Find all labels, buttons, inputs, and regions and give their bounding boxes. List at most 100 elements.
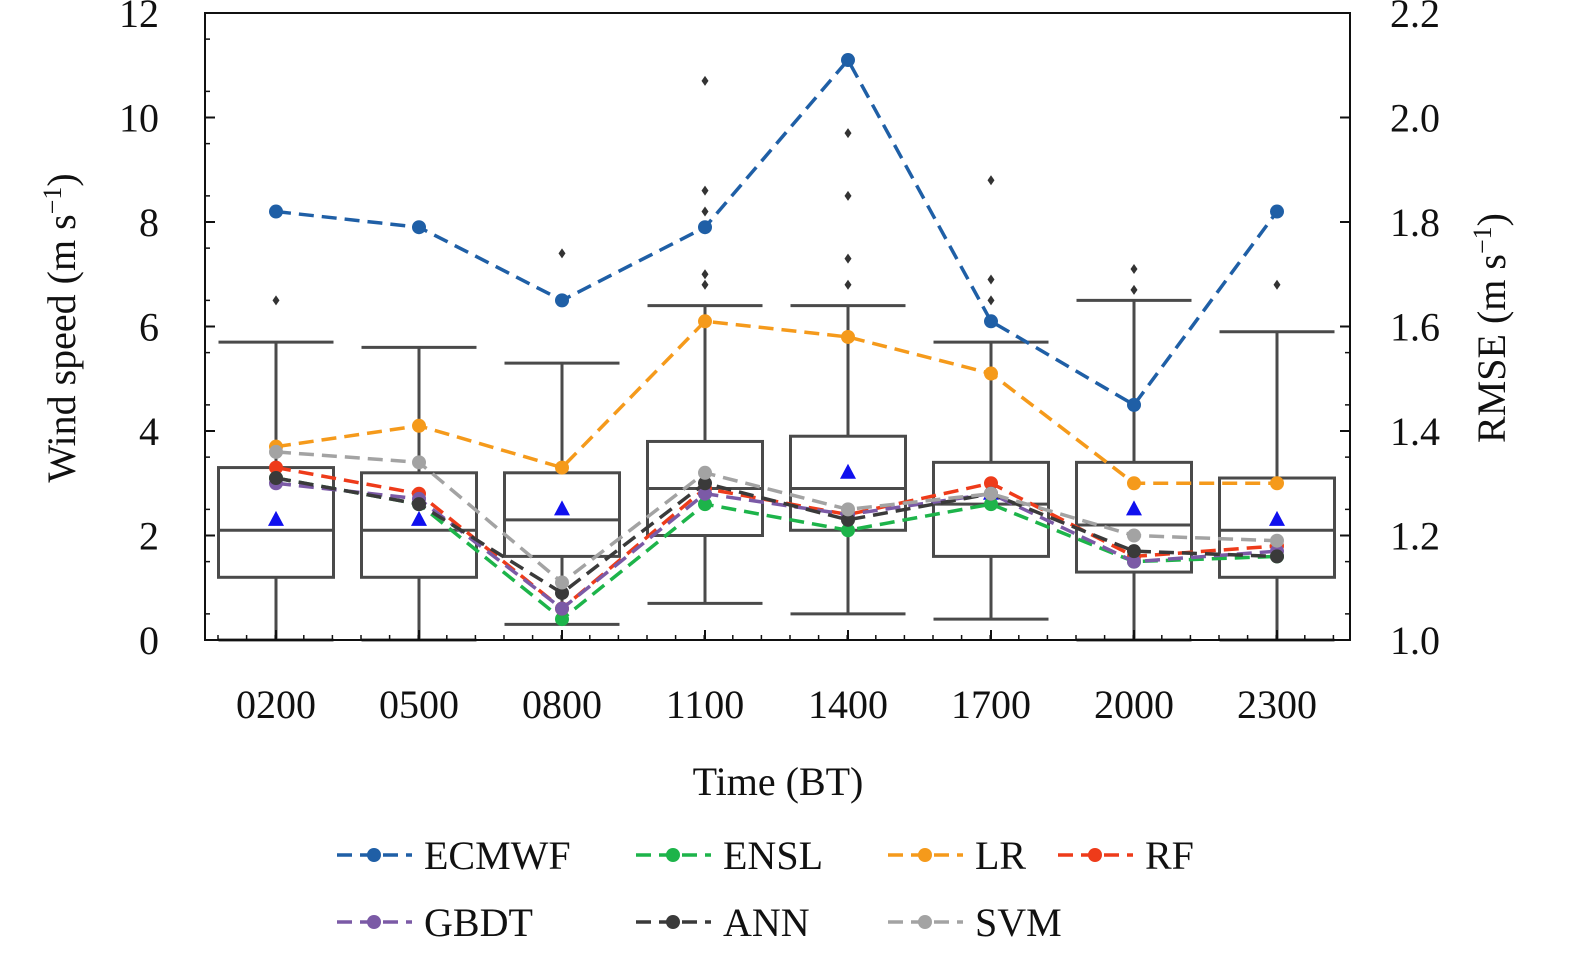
y-left-tick-label: 12: [119, 0, 159, 36]
series-point-lr: [1270, 476, 1284, 491]
series-point-ecmwf: [412, 220, 426, 235]
series-point-svm: [698, 465, 712, 480]
series-point-lr: [412, 418, 426, 433]
box-outlier: [844, 253, 852, 264]
box-mean-marker: [268, 510, 284, 526]
series-point-ecmwf: [984, 314, 998, 329]
series-point-lr: [841, 329, 855, 344]
series-point-ann: [841, 512, 855, 527]
x-tick-label: 0500: [379, 682, 459, 727]
box-outlier: [558, 248, 566, 259]
series-point-svm: [412, 455, 426, 470]
box-outlier: [1273, 279, 1281, 290]
x-tick-label: 2000: [1094, 682, 1174, 727]
series-point-ann: [1127, 544, 1141, 559]
series-point-gbdt: [555, 601, 569, 616]
legend-label: RF: [1145, 833, 1194, 878]
y-left-tick-label: 0: [139, 618, 159, 663]
box-mean-marker: [840, 463, 856, 479]
series-line-ecmwf: [275, 56, 1279, 408]
legend-label: ANN: [723, 900, 810, 945]
axes-layer: 0 2 4 6 8 10 12 1.0 1.2 1.4 1.6 1.8 2.0 2.2 0200 0500 08…: [119, 0, 1440, 727]
series-point-ecmwf: [269, 204, 283, 219]
series-point-ecmwf: [555, 293, 569, 308]
box-outlier: [1130, 284, 1138, 295]
series-point-ann: [1270, 549, 1284, 564]
legend-label: ECMWF: [424, 833, 571, 878]
y-right-tick-label: 1.4: [1390, 409, 1440, 454]
x-tick-label: 0800: [522, 682, 602, 727]
series-point-svm: [1127, 528, 1141, 543]
box-outlier: [272, 295, 280, 306]
y-left-tick-label: 8: [139, 200, 159, 245]
series-point-ann: [412, 497, 426, 512]
x-tick-label: 0200: [236, 682, 316, 727]
series-point-lr: [698, 314, 712, 329]
box-outlier: [844, 279, 852, 290]
series-point-ecmwf: [698, 220, 712, 235]
y-right-tick-label: 1.2: [1390, 514, 1440, 559]
box-mean-marker: [1269, 510, 1285, 526]
box-outlier: [987, 295, 995, 306]
series-point-ecmwf: [1127, 397, 1141, 412]
series-line-svm: [275, 450, 1278, 585]
y-left-tick-label: 6: [139, 305, 159, 350]
series-point-ensl: [555, 612, 569, 627]
series-line-rf: [275, 465, 1278, 611]
legend-swatch-marker: [1088, 848, 1102, 862]
series-point-svm: [555, 575, 569, 590]
legend-swatch-marker: [666, 848, 680, 862]
box-outlier: [844, 128, 852, 139]
series-point-svm: [269, 444, 283, 459]
series-point-lr: [1127, 476, 1141, 491]
box-outlier: [701, 269, 709, 280]
series-point-ann: [698, 476, 712, 491]
series-point-ann: [555, 585, 569, 600]
x-tick-label: 1100: [666, 682, 745, 727]
y-right-tick-label: 1.6: [1390, 305, 1440, 350]
series-point-gbdt: [698, 486, 712, 501]
y-axis-title-right: RMSE (m s−1): [1468, 213, 1515, 443]
y-right-tick-label: 1.0: [1390, 618, 1440, 663]
series-line-lr: [275, 319, 1277, 485]
series-point-ensl: [698, 497, 712, 512]
box-outlier: [701, 75, 709, 86]
x-tick-label: 1700: [951, 682, 1031, 727]
legend-label: SVM: [975, 900, 1062, 945]
series-point-gbdt: [1127, 554, 1141, 569]
x-tick-label: 1400: [808, 682, 888, 727]
box-mean-marker: [554, 500, 570, 516]
series-point-lr: [984, 366, 998, 381]
series-point-rf: [984, 476, 998, 491]
series-point-lr: [555, 460, 569, 475]
box-outlier: [844, 190, 852, 201]
legend-label: LR: [975, 833, 1026, 878]
y-left-tick-label: 2: [139, 514, 159, 559]
lines-layer: [269, 53, 1284, 627]
series-line-ann: [275, 476, 1278, 596]
series-point-ecmwf: [841, 53, 855, 68]
box-outlier: [701, 206, 709, 217]
y-left-tick-label: 4: [139, 409, 159, 454]
box-outlier: [987, 274, 995, 285]
box-outlier: [701, 279, 709, 290]
series-point-ensl: [841, 523, 855, 538]
series-point-ann: [269, 471, 283, 486]
series-point-rf: [269, 460, 283, 475]
y-right-tick-label: 2.0: [1390, 96, 1440, 141]
box-mean-marker: [1126, 500, 1142, 516]
legend-swatch-marker: [367, 848, 381, 862]
series-point-svm: [1270, 533, 1284, 548]
y-axis-title-left: Wind speed (m s−1): [38, 173, 85, 482]
legend-swatch-marker: [367, 915, 381, 929]
legend-swatch-marker: [666, 915, 680, 929]
series-point-ensl: [984, 497, 998, 512]
y-left-tick-label: 10: [119, 96, 159, 141]
legend: ECMWF ENSL LR RF GBDT ANN SVM: [337, 833, 1194, 945]
x-axis-title: Time (BT): [693, 759, 864, 804]
legend-label: ENSL: [723, 833, 823, 878]
box-outlier: [987, 175, 995, 186]
series-point-svm: [984, 486, 998, 501]
series-point-svm: [841, 502, 855, 517]
